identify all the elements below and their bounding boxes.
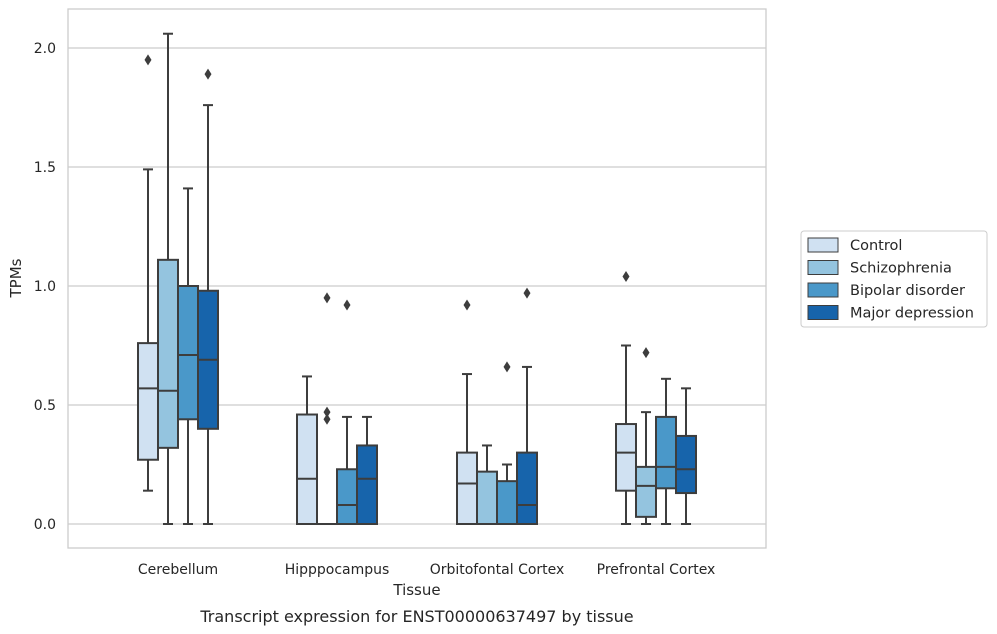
outlier-point <box>323 406 331 418</box>
box-bipolar-disorder <box>496 361 518 526</box>
x-tick-label: Prefrontal Cortex <box>597 562 716 578</box>
outlier-point <box>323 292 331 304</box>
outlier-point <box>343 299 351 311</box>
box-body <box>675 434 697 495</box>
outlier-point <box>144 54 152 66</box>
legend: Control Schizophrenia Bipolar disorder Majo… <box>800 230 988 328</box>
plot-frame <box>67 8 767 549</box>
box-major-depression <box>516 287 538 526</box>
box-schizophrenia <box>157 32 179 525</box>
box-body <box>177 285 199 421</box>
legend-label: Schizophrenia <box>850 261 952 277</box>
outlier-point <box>323 413 331 425</box>
box-body <box>516 451 538 526</box>
legend-swatch <box>807 237 839 253</box>
legend-label: Control <box>850 238 902 254</box>
box-body <box>336 468 358 526</box>
box-body <box>157 258 179 449</box>
y-tick-label: 2.0 <box>34 41 56 57</box>
box-control <box>456 299 478 526</box>
legend-swatch <box>807 282 839 298</box>
x-axis-title: Tissue <box>392 581 440 599</box>
legend-label: Bipolar disorder <box>850 283 965 299</box>
y-tick-label: 0.0 <box>34 517 56 533</box>
x-tick-label: Hipppocampus <box>285 562 390 578</box>
box-major-depression <box>675 387 697 525</box>
y-tick-labels: 0.0 0.5 1.0 1.5 2.0 <box>34 41 56 533</box>
y-tick-label: 1.0 <box>34 279 56 295</box>
box-body <box>296 413 318 525</box>
box-body <box>476 470 498 526</box>
chart-caption: Transcript expression for ENST0000063749… <box>199 607 633 626</box>
legend-label: Major depression <box>850 306 974 322</box>
box-schizophrenia <box>635 347 657 525</box>
box-control <box>296 375 318 525</box>
box-body <box>635 465 657 518</box>
y-tick-label: 0.5 <box>34 398 56 414</box>
box-body <box>655 415 677 490</box>
box-bipolar-disorder <box>655 377 677 525</box>
box-bipolar-disorder <box>177 187 199 525</box>
box-schizophrenia <box>316 292 338 526</box>
x-tick-label: Cerebellum <box>138 562 218 578</box>
x-tick-labels: Cerebellum Hipppocampus Orbitofontal Corte… <box>138 562 715 578</box>
box-body <box>456 451 478 526</box>
plot-marks <box>137 32 697 526</box>
outlier-point <box>503 361 511 373</box>
legend-swatch <box>807 305 839 320</box>
outlier-point <box>463 299 471 311</box>
box-body <box>496 480 518 526</box>
box-control <box>615 270 637 525</box>
x-tick-label: Orbitofontal Cortex <box>430 562 565 578</box>
outlier-point <box>523 287 531 299</box>
legend-frame <box>800 230 988 328</box>
legend-swatch <box>807 260 839 275</box>
box-body <box>137 342 159 461</box>
y-tick-label: 1.5 <box>34 160 56 176</box>
y-axis-title: TPMs <box>7 258 25 298</box>
box-major-depression <box>197 68 219 525</box>
box-schizophrenia <box>476 444 498 526</box>
box-body <box>615 423 637 492</box>
box-control <box>137 54 159 492</box>
box-body <box>356 444 378 525</box>
outlier-point <box>622 270 630 282</box>
outlier-point <box>204 68 212 80</box>
box-major-depression <box>356 415 378 525</box>
outlier-point <box>642 347 650 359</box>
box-bipolar-disorder <box>336 299 358 526</box>
